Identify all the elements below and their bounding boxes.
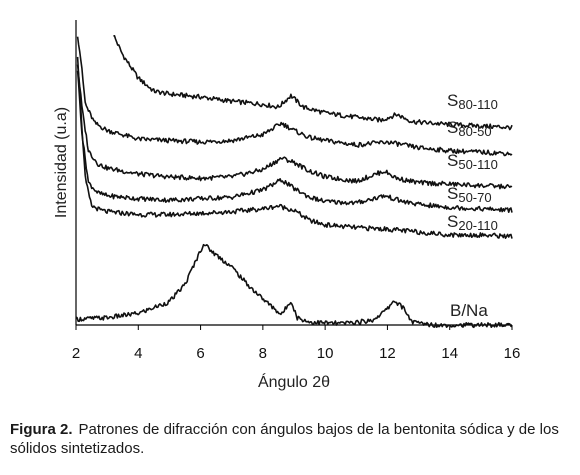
series-label: S80-50: [447, 118, 492, 139]
series-line-s20-110: [76, 56, 513, 239]
series-label-main: S: [447, 212, 458, 231]
x-axis-title: Ángulo 2θ: [258, 372, 330, 391]
x-tick-label: 6: [196, 345, 204, 362]
series-label-subscript: 80-50: [458, 124, 491, 139]
x-tick-label: 10: [317, 345, 334, 362]
chart-series-group: [75, 35, 513, 329]
series-label-main: S: [447, 151, 458, 170]
x-tick-label: 2: [72, 345, 80, 362]
series-line-s80-110: [113, 35, 513, 131]
caption-label: Figura 2.: [10, 421, 73, 438]
series-label: S50-70: [447, 184, 492, 205]
chart-canvas: 2 4 6 8 10 12 14 16 S80-110S80-50S50-110S50-70S…: [53, 20, 521, 391]
series-label-main: S: [447, 91, 458, 110]
series-line-b-na: [75, 243, 513, 329]
series-label-main: S: [447, 184, 458, 203]
xrd-chart: 2 4 6 8 10 12 14 16 S80-110 S80-50 S50-110 S50-70 S…: [53, 20, 521, 391]
series-label-subscript: 20-110: [458, 218, 498, 233]
figure-caption: Figura 2. Patrones de difracción con ángu…: [10, 420, 565, 458]
y-axis-title: Intensidad (u.a): [53, 107, 70, 218]
x-tick-label: 16: [504, 345, 521, 362]
series-line-s50-110: [76, 64, 513, 190]
series-label-subscript: 50-110: [458, 157, 498, 172]
x-tick-label: 14: [441, 345, 458, 362]
series-label-main: B/Na: [450, 301, 488, 320]
x-tick-label: 8: [259, 345, 267, 362]
series-line-s80-50: [76, 36, 513, 157]
x-tick-label: 4: [134, 345, 142, 362]
chart-axes: 2 4 6 8 10 12 14 16: [72, 20, 521, 362]
series-label: S80-110: [447, 91, 498, 112]
caption-text: Patrones de difracción con ángulos bajos…: [10, 421, 559, 457]
series-label-subscript: 80-110: [458, 97, 498, 112]
series-label: S20-110: [447, 212, 498, 233]
series-label-main: S: [447, 118, 458, 137]
series-label: S50-110: [447, 151, 498, 172]
series-line-s50-70: [76, 70, 513, 213]
series-label-subscript: 50-70: [458, 190, 491, 205]
series-label: B/Na: [450, 301, 488, 320]
chart-axis-titles: Ángulo 2θ Intensidad (u.a): [53, 107, 330, 391]
x-tick-label: 12: [379, 345, 396, 362]
